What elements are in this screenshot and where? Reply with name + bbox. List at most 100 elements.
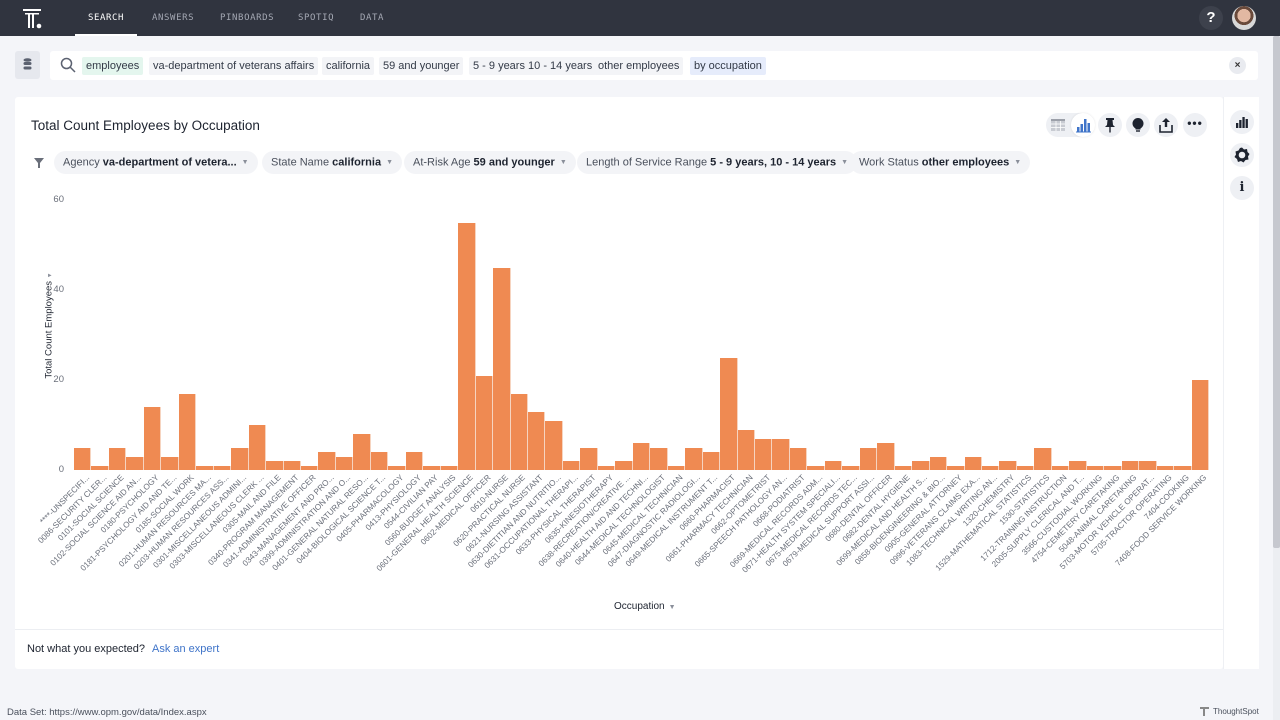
bar[interactable] <box>702 452 721 470</box>
bar[interactable] <box>126 456 144 470</box>
bar[interactable] <box>108 447 127 470</box>
y-axis-label[interactable]: Total Count Employees ▼ <box>43 272 55 379</box>
search-token[interactable]: by occupation <box>690 57 766 75</box>
bar[interactable] <box>405 452 424 470</box>
bar[interactable] <box>1104 465 1122 470</box>
bar[interactable] <box>1086 465 1105 470</box>
bar[interactable] <box>161 456 179 470</box>
bar[interactable] <box>842 465 860 470</box>
bar[interactable] <box>650 447 668 470</box>
bar[interactable] <box>458 222 476 470</box>
bar[interactable] <box>667 465 686 470</box>
bar[interactable] <box>632 443 651 470</box>
search-token[interactable]: 5 - 9 years 10 - 14 years <box>469 57 597 75</box>
search-token[interactable]: other employees <box>594 57 684 75</box>
bar[interactable] <box>475 375 494 470</box>
bar[interactable] <box>772 438 790 470</box>
tab-data[interactable]: DATA <box>360 13 385 23</box>
bar[interactable] <box>1174 465 1192 470</box>
bar[interactable] <box>964 456 982 470</box>
search-token[interactable]: 59 and younger <box>379 57 464 75</box>
search-token[interactable]: california <box>322 57 375 75</box>
bar[interactable] <box>143 407 162 470</box>
pin-button[interactable] <box>1098 113 1122 137</box>
bar[interactable] <box>807 465 825 470</box>
bar[interactable] <box>1016 465 1035 470</box>
data-sources-button[interactable] <box>15 51 40 79</box>
bar[interactable] <box>231 447 249 470</box>
bar[interactable] <box>1191 380 1209 470</box>
bar[interactable] <box>982 465 1000 470</box>
view-toggle[interactable] <box>1046 113 1095 137</box>
x-axis-title[interactable]: Occupation ▼ <box>614 601 676 612</box>
bar[interactable] <box>1121 461 1140 470</box>
bar[interactable] <box>737 429 755 470</box>
bar[interactable] <box>335 456 354 470</box>
bar[interactable] <box>947 465 965 470</box>
search-token[interactable]: va-department of veterans affairs <box>149 57 319 75</box>
bar[interactable] <box>91 465 109 470</box>
bar[interactable] <box>388 465 406 470</box>
bar[interactable] <box>1034 447 1052 470</box>
bar[interactable] <box>318 452 336 470</box>
bar-chart-plot[interactable] <box>74 200 1209 470</box>
help-button[interactable]: ? <box>1199 6 1223 30</box>
tab-pinboards[interactable]: PINBOARDS <box>220 13 275 23</box>
bar[interactable] <box>789 447 808 470</box>
more-options-button[interactable]: ••• <box>1183 113 1207 137</box>
chart-view-button[interactable] <box>1071 113 1095 137</box>
info-button[interactable]: i <box>1230 176 1254 200</box>
filter-chip-agency[interactable]: Agency va-department of vetera... ▼ <box>54 151 258 174</box>
bar[interactable] <box>859 447 878 470</box>
bar[interactable] <box>720 357 738 470</box>
bar[interactable] <box>353 434 371 470</box>
scrollbar-thumb[interactable] <box>1273 36 1280 548</box>
bar[interactable] <box>894 465 913 470</box>
bar[interactable] <box>178 393 197 470</box>
bar[interactable] <box>213 465 232 470</box>
bar[interactable] <box>929 456 948 470</box>
bar[interactable] <box>370 452 389 470</box>
bar[interactable] <box>1051 465 1070 470</box>
tab-spotiq[interactable]: SPOTIQ <box>298 13 335 23</box>
settings-button[interactable] <box>1230 143 1254 167</box>
bar[interactable] <box>248 425 267 470</box>
table-view-icon[interactable] <box>1050 117 1066 133</box>
search-bar[interactable]: employees va-department of veterans affa… <box>50 51 1258 80</box>
tab-answers[interactable]: ANSWERS <box>152 13 195 23</box>
bar[interactable] <box>580 447 598 470</box>
bar[interactable] <box>912 461 930 470</box>
clear-search-button[interactable]: × <box>1229 57 1246 74</box>
bar[interactable] <box>1156 465 1175 470</box>
bar[interactable] <box>266 461 284 470</box>
filter-chip-service-length[interactable]: Length of Service Range 5 - 9 years, 10 … <box>577 151 858 174</box>
bar[interactable] <box>999 461 1017 470</box>
filter-chip-work-status[interactable]: Work Status other employees ▼ <box>850 151 1031 174</box>
ask-expert-link[interactable]: Ask an expert <box>152 643 220 655</box>
bar[interactable] <box>74 447 92 470</box>
bar[interactable] <box>824 461 843 470</box>
bar[interactable] <box>597 465 616 470</box>
search-token[interactable]: employees <box>82 57 144 75</box>
filter-chip-state[interactable]: State Name california ▼ <box>262 151 402 174</box>
spotiq-insights-button[interactable] <box>1126 113 1150 137</box>
bar[interactable] <box>423 465 441 470</box>
filter-chip-age[interactable]: At-Risk Age 59 and younger ▼ <box>404 151 576 174</box>
bar[interactable] <box>528 411 546 470</box>
bar[interactable] <box>615 461 633 470</box>
tab-search[interactable]: SEARCH <box>75 0 137 36</box>
bar[interactable] <box>685 447 703 470</box>
bar[interactable] <box>440 465 459 470</box>
bar[interactable] <box>196 465 214 470</box>
bar[interactable] <box>755 438 773 470</box>
bar[interactable] <box>493 267 511 470</box>
user-avatar[interactable] <box>1232 6 1256 30</box>
bar[interactable] <box>877 443 895 470</box>
bar[interactable] <box>1069 461 1087 470</box>
bar[interactable] <box>301 465 319 470</box>
bar[interactable] <box>1139 461 1157 470</box>
bar[interactable] <box>562 461 581 470</box>
bar[interactable] <box>545 420 563 470</box>
filter-icon[interactable] <box>34 158 44 168</box>
bar[interactable] <box>510 393 528 470</box>
